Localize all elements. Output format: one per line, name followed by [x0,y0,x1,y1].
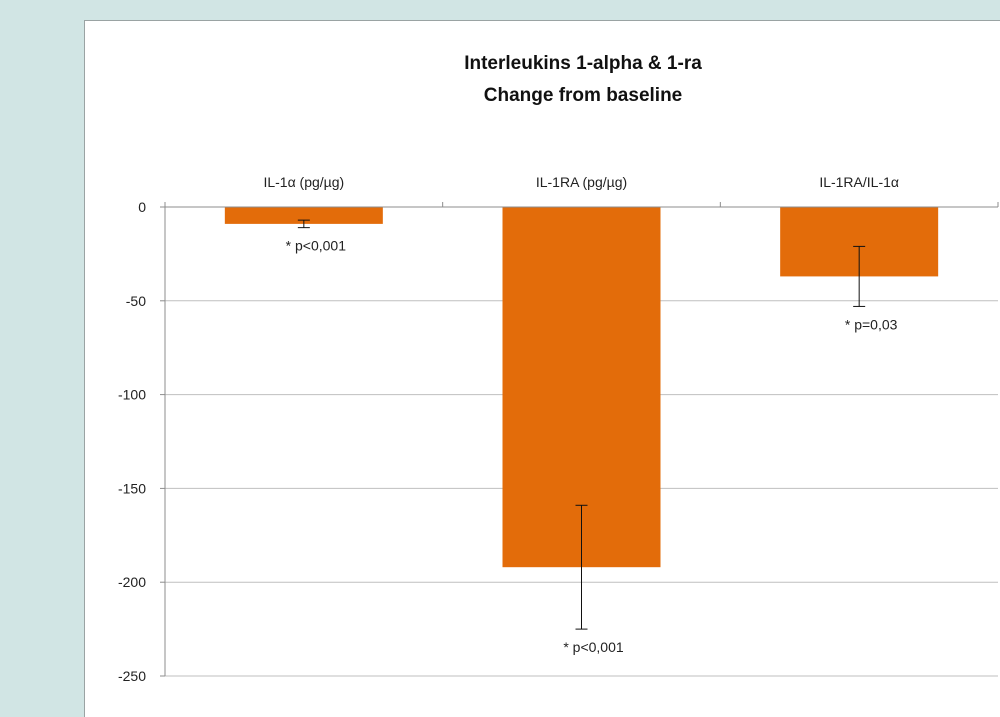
category-label: IL-1RA/IL-1α [819,174,899,190]
y-tick-label: -100 [118,387,146,403]
y-tick-label: 0 [138,199,146,215]
y-tick-label: -250 [118,668,146,684]
y-tick-label: -200 [118,574,146,590]
significance-annotation: * p=0,03 [845,316,898,332]
axes [160,202,999,677]
bar [224,207,383,224]
significance-annotations: * p<0,001 * p<0,001 * p=0,03 [286,238,898,655]
y-axis-tick-labels: 0 -50 -100 -150 -200 -250 [118,199,146,684]
category-label: IL-1α (pg/µg) [263,174,344,190]
chart-title-line-2: Change from baseline [484,85,683,106]
significance-annotation: * p<0,001 [563,639,624,655]
significance-annotation: * p<0,001 [286,238,347,254]
chart-title: Interleukins 1-alpha & 1-ra Change from … [464,53,702,106]
chart-title-line-1: Interleukins 1-alpha & 1-ra [464,53,702,74]
category-label: IL-1RA (pg/µg) [536,174,627,190]
error-bars [297,219,866,630]
category-labels: IL-1α (pg/µg) IL-1RA (pg/µg) IL-1RA/IL-1α [263,174,899,190]
y-tick-label: -150 [118,480,146,496]
y-tick-label: -50 [126,293,146,309]
